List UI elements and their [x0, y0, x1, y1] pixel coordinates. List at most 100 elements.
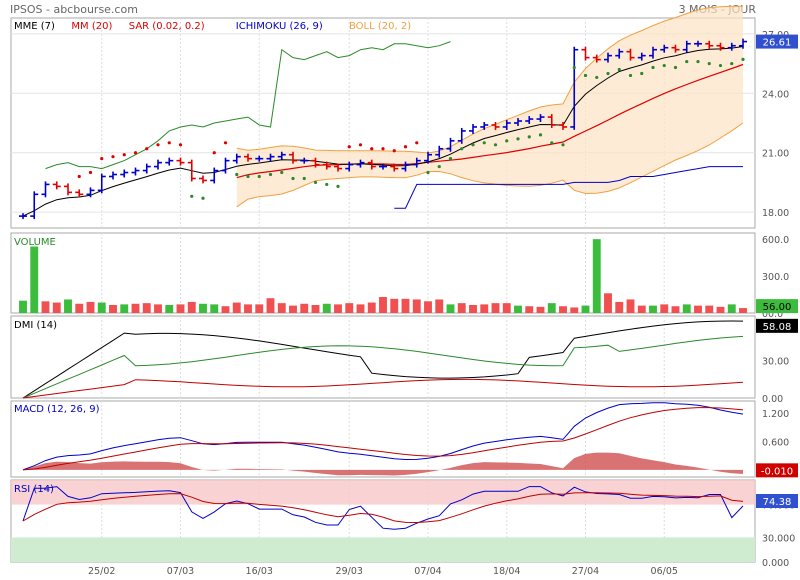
sar-dot — [403, 145, 408, 149]
sar-dot — [741, 57, 745, 62]
volume-bar — [356, 304, 365, 313]
volume-bar — [289, 305, 297, 313]
volume-bar — [671, 306, 680, 313]
volume-bar — [694, 305, 702, 313]
sar-dot — [673, 65, 678, 70]
x-tick-label: 07/03 — [167, 566, 194, 577]
sar-dot — [77, 174, 81, 179]
sar-dot — [257, 174, 261, 179]
sar-dot — [122, 153, 126, 157]
sar-dot — [628, 73, 633, 78]
volume-bar — [345, 303, 354, 313]
volume-y-tick: 00.0 — [762, 309, 783, 320]
sar-dot — [651, 65, 655, 70]
dmi-plus — [22, 335, 744, 399]
volume-bar — [435, 299, 444, 313]
volume-bar — [165, 305, 174, 313]
sar-dot — [212, 151, 216, 155]
sar-dot — [516, 137, 520, 141]
x-tick-label: 16/03 — [246, 566, 273, 577]
volume-bar — [75, 303, 84, 313]
volume-bar — [232, 302, 241, 313]
volume-bar — [739, 308, 747, 313]
last-price-value: 26.61 — [763, 38, 792, 49]
volume-bar — [682, 304, 691, 313]
ichimoku-chikou — [45, 41, 451, 170]
sar-dot — [246, 174, 250, 179]
volume-bar — [424, 301, 432, 313]
volume-y-tick: 300.0 — [762, 272, 789, 283]
volume-bar — [626, 299, 635, 313]
sar-dot — [583, 73, 588, 78]
volume-bar — [187, 301, 196, 313]
sar-dot — [145, 147, 149, 151]
x-tick-label: 06/05 — [651, 566, 678, 577]
volume-bar — [41, 301, 50, 313]
sar-dot — [471, 143, 475, 147]
sar-dot — [235, 172, 239, 177]
volume-bar — [120, 304, 129, 313]
sar-dot — [190, 194, 194, 198]
bollinger-upper — [236, 5, 743, 154]
volume-bar — [131, 303, 140, 313]
volume-bar — [637, 305, 646, 313]
volume-bar — [266, 298, 275, 313]
sar-dot — [662, 63, 666, 68]
x-tick-label: 07/04 — [414, 566, 441, 577]
macd-signal — [22, 407, 744, 471]
volume-bar — [221, 306, 230, 313]
volume-title: VOLUME — [14, 237, 56, 248]
legend-item: MME (7) — [14, 21, 55, 32]
sar-dot — [291, 176, 295, 181]
volume-bar — [334, 304, 342, 313]
volume-bar — [97, 302, 106, 313]
sar-dot — [730, 61, 734, 66]
panel-frame-dmi — [10, 315, 756, 399]
sar-dot — [358, 143, 363, 147]
sar-dot — [280, 170, 284, 175]
volume-bar — [176, 304, 185, 313]
sar-dot — [223, 141, 228, 145]
volume-bar — [379, 297, 387, 313]
sar-dot — [707, 61, 711, 66]
volume-y-tick: 600.0 — [762, 235, 789, 246]
volume-bar — [109, 305, 117, 313]
sar-dot — [88, 170, 93, 175]
sar-dot — [156, 143, 160, 147]
volume-bar — [142, 303, 151, 313]
sar-dot — [325, 182, 329, 187]
volume-bar — [322, 303, 331, 313]
volume-bar — [255, 304, 264, 313]
rsi-overbought-zone — [11, 480, 755, 505]
sar-dot — [718, 63, 723, 68]
volume-bar — [412, 299, 421, 313]
sar-dot — [313, 180, 318, 185]
x-tick-label: 18/04 — [493, 566, 520, 577]
mm20-line — [236, 63, 744, 179]
sar-dot — [111, 155, 115, 159]
sar-dot — [572, 65, 576, 70]
sar-dot — [268, 172, 273, 177]
volume-bar — [390, 298, 399, 313]
sar-dot — [460, 147, 464, 151]
volume-bar — [536, 306, 545, 313]
volume-bar — [581, 305, 590, 313]
rsi-y-tick: 30.000 — [762, 533, 795, 544]
sar-dot — [527, 135, 531, 139]
volume-bar — [457, 303, 466, 313]
rsi-line — [22, 486, 744, 530]
rsi-last-box — [756, 494, 798, 509]
legend-item: ICHIMOKU (26, 9) — [236, 21, 323, 32]
site-title: IPSOS - abcbourse.com — [10, 3, 138, 16]
sar-dot — [100, 157, 104, 161]
rsi-oversold-zone — [11, 537, 755, 562]
volume-bar — [52, 302, 61, 313]
legend-item: MM (20) — [71, 21, 112, 32]
sar-dot — [370, 147, 374, 151]
macd-line — [22, 402, 744, 471]
sar-dot — [448, 157, 453, 161]
sar-dot — [561, 143, 565, 147]
sar-dot — [482, 141, 486, 145]
volume-bar — [401, 298, 410, 313]
